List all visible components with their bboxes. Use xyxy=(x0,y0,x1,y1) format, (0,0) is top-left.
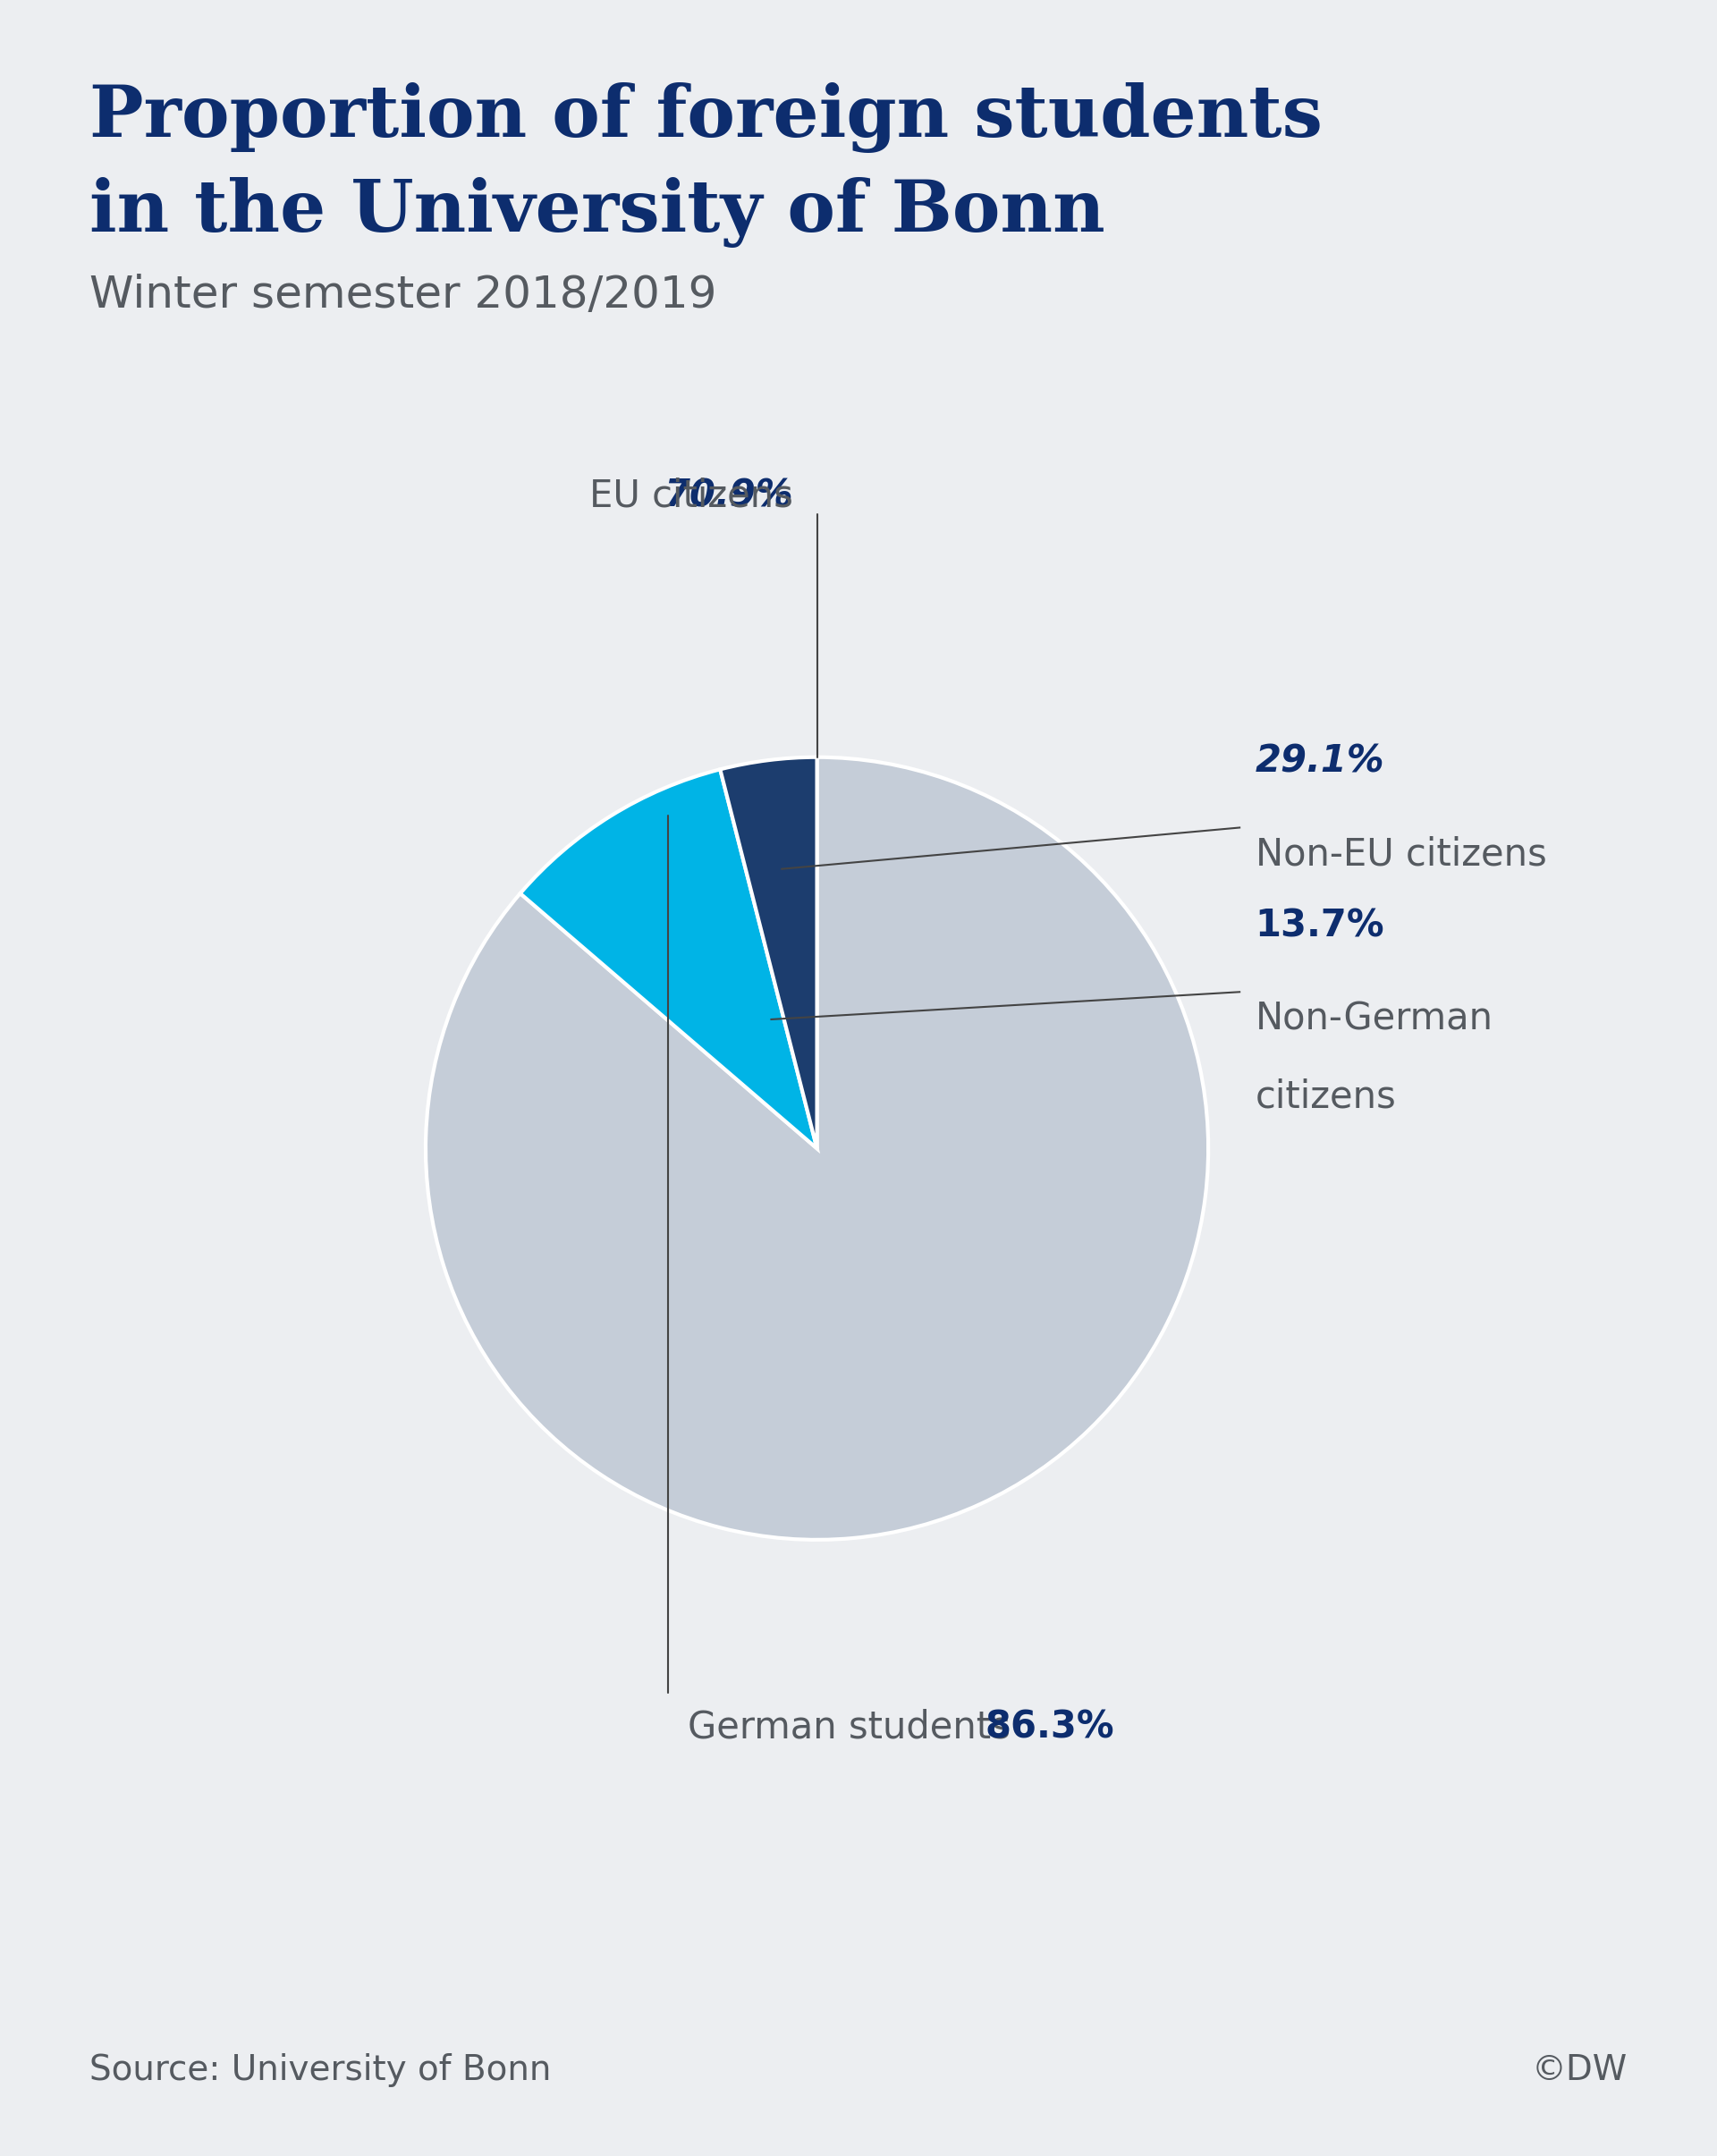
Wedge shape xyxy=(426,757,1209,1539)
Text: Proportion of foreign students: Proportion of foreign students xyxy=(89,82,1322,153)
Text: ©DW: ©DW xyxy=(1532,2053,1628,2087)
Text: German students: German students xyxy=(689,1708,1022,1746)
Text: EU citizens: EU citizens xyxy=(589,433,793,515)
Text: Non-German: Non-German xyxy=(1255,1000,1494,1037)
Text: Winter semester 2018/2019: Winter semester 2018/2019 xyxy=(89,274,716,317)
Text: 70.9%: 70.9% xyxy=(664,476,793,515)
Text: Non-EU citizens: Non-EU citizens xyxy=(1255,834,1547,873)
Text: citizens: citizens xyxy=(1255,1078,1396,1115)
Text: 13.7%: 13.7% xyxy=(1255,908,1384,944)
Text: 86.3%: 86.3% xyxy=(986,1708,1114,1746)
Text: 29.1%: 29.1% xyxy=(1255,744,1384,780)
Text: in the University of Bonn: in the University of Bonn xyxy=(89,177,1106,248)
Wedge shape xyxy=(719,757,817,1149)
Wedge shape xyxy=(520,770,817,1149)
Text: Source: University of Bonn: Source: University of Bonn xyxy=(89,2053,551,2087)
